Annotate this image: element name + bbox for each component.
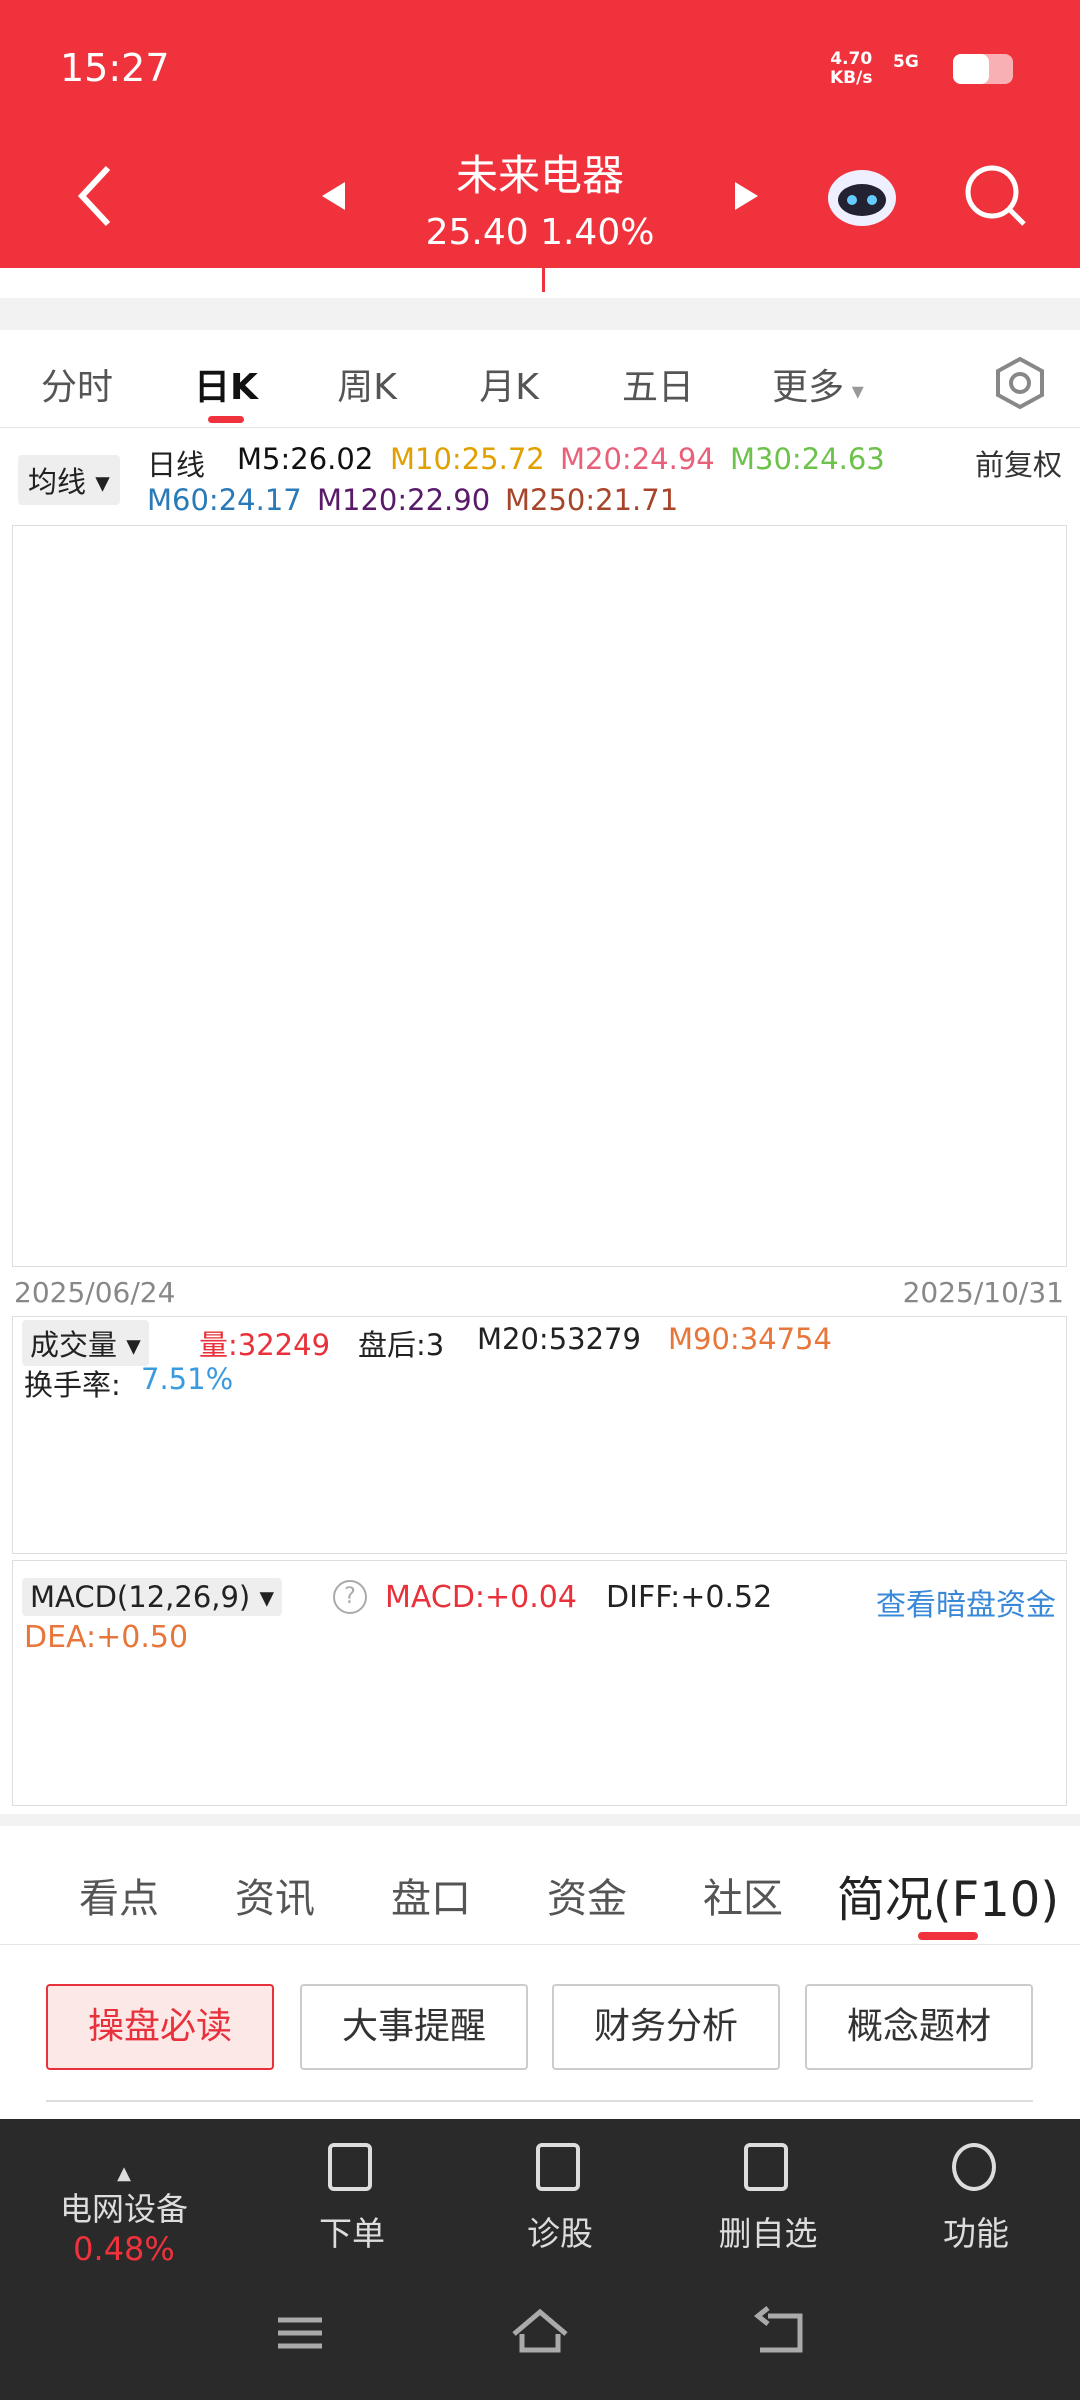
macd-title: MACD(12,26,9) [30,1580,251,1614]
period-tab[interactable]: 分时 [40,367,114,408]
action-button[interactable]: 操盘必读 [46,1984,274,2070]
diff-value: DIFF:+0.52 [606,1580,773,1615]
nav-icon[interactable] [744,2143,788,2191]
settings[interactable] [990,355,1050,411]
sector-change: 0.48% [73,2230,175,2268]
nav-icon[interactable] [952,2143,996,2191]
info-tab[interactable]: 盘口 [391,1876,471,1922]
tab-underline [208,416,244,423]
adjust[interactable]: 前复权 [974,448,1062,482]
net-speed-value: 4.70 [830,49,873,69]
ma-label: M60:24.17 [147,483,302,517]
system-nav[interactable] [0,2290,1080,2380]
period-tab[interactable]: 月K [479,367,539,408]
ma-label: M20:24.94 [560,442,715,476]
volume-title: 成交量 [30,1328,118,1362]
period-tab[interactable]: 更多 ▾ [772,367,864,408]
nav-item[interactable]: 下单 [319,2214,385,2253]
volume-label: 量:32249 [199,1328,331,1362]
time: 15:27 [60,46,170,90]
search[interactable] [965,165,1019,219]
ma-button[interactable]: 均线 ▾ [18,455,120,505]
period-tab[interactable]: 五日 [621,367,695,408]
info-tab[interactable]: 资讯 [235,1876,315,1922]
macd-value: MACD:+0.04 [385,1580,577,1615]
end-date: 2025/10/31 [902,1276,1064,1309]
after-hours: 盘后:3 [358,1328,445,1362]
ma-label: M10:25.72 [390,442,545,476]
ma-label: M250:21.71 [505,483,679,517]
start-date: 2025/06/24 [14,1276,176,1309]
ma-label: M120:22.90 [317,483,491,517]
action-button[interactable]: 概念题材 [805,1984,1033,2070]
help[interactable]: ? [333,1580,367,1614]
volume-button[interactable]: 成交量 ▾ [22,1320,149,1366]
card-edge [46,2100,1033,2121]
prev[interactable] [322,182,345,210]
battery-level [953,54,989,84]
battery [953,54,1013,84]
header-bar [0,0,1080,268]
turnover: 7.51% [141,1362,234,1396]
vol-m90: M90:34754 [668,1322,832,1356]
info-tab[interactable]: 资金 [547,1876,627,1922]
net-speed-unit: KB/s [830,68,873,88]
back[interactable] [77,165,111,227]
dark-pool-link[interactable]: 查看暗盘资金 [876,1588,1056,1623]
nav-icon[interactable] [328,2143,372,2191]
ma-button-label: 均线 [28,465,87,499]
dea-value: DEA:+0.50 [24,1620,189,1655]
header-icons[interactable] [0,140,1080,268]
volume-chart [12,1316,1067,1554]
nav-item[interactable]: 功能 [943,2214,1009,2253]
strip [0,268,1080,299]
stock-quote: 25.40 1.40% [425,212,655,253]
sector-name: 电网设备 [59,2190,189,2228]
period-tab[interactable]: 日K [194,367,258,408]
tab-underline [918,1932,978,1940]
period-label: 日线 [147,448,206,482]
bottom-bar [0,2119,1080,2400]
kline-chart [12,525,1067,1267]
macd-chart [12,1560,1067,1806]
macd-button[interactable]: MACD(12,26,9) ▾ [22,1578,283,1616]
vol-m20: M20:53279 [477,1322,641,1356]
nav-item[interactable]: 删自选 [718,2214,818,2253]
gap [0,298,1080,330]
info-tab[interactable]: 社区 [703,1876,783,1922]
nav-icon[interactable] [536,2143,580,2191]
network: 5G [893,52,919,72]
turnover-label: 换手率: [24,1368,121,1402]
next[interactable] [735,182,758,210]
info-tab[interactable]: 看点 [79,1876,159,1922]
ma-label: M5:26.02 [237,442,374,476]
action-button[interactable]: 大事提醒 [300,1984,528,2070]
action-button[interactable]: 财务分析 [552,1984,780,2070]
net-speed: 4.70 KB/s [830,50,872,88]
period-tab[interactable]: 周K [337,367,397,408]
nav-item[interactable]: 诊股 [527,2214,593,2253]
sector[interactable]: ▲ 电网设备 0.48% [59,2163,189,2268]
ma-label: M30:24.63 [730,442,885,476]
info-tab[interactable]: 简况(F10) [836,1872,1060,1928]
stock-name: 未来电器 [455,151,625,200]
